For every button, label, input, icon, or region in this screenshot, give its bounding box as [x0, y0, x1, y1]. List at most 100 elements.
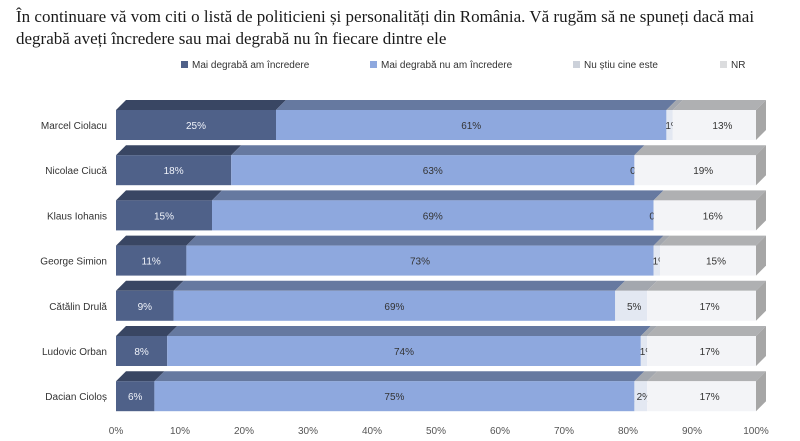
bar-george-simion-mai-degraba-nu-am-incredere	[186, 245, 654, 276]
data-label: 2%	[637, 392, 652, 403]
data-label: 25%	[186, 121, 206, 132]
bar-dacian-ciolos-nr-top	[647, 371, 766, 382]
bar-klaus-iohanis-mai-degraba-nu-am-incredere	[212, 200, 654, 231]
data-label: 1%	[640, 347, 655, 358]
bar-marcel-ciolacu-mai-degraba-nu-am-incredere-top	[276, 100, 677, 110]
x-tick-label: 40%	[362, 426, 382, 437]
x-tick-label: 50%	[426, 426, 446, 437]
x-tick-label: 80%	[618, 426, 638, 437]
x-tick-label: 10%	[170, 426, 190, 437]
category-label-catalin-drula: Cătălin Drulă	[49, 302, 107, 313]
data-label: 15%	[706, 257, 726, 268]
x-tick-label: 90%	[682, 426, 702, 437]
bar-ludovic-orban-mai-degraba-nu-am-incredere-top	[167, 326, 651, 336]
bar-catalin-drula-nu-stiu-cine-este	[615, 290, 648, 321]
bar-marcel-ciolacu-nr	[672, 110, 756, 140]
category-label-george-simion: George Simion	[40, 257, 107, 268]
bar-marcel-ciolacu-nu-stiu-cine-este	[666, 110, 673, 140]
category-label-ludovic-orban: Ludovic Orban	[42, 347, 107, 358]
bar-klaus-iohanis-mai-degraba-am-incredere-top	[116, 190, 222, 201]
data-label: 9%	[138, 302, 153, 313]
bar-side-nicolae-ciuca	[756, 145, 766, 186]
x-tick-label: 20%	[234, 426, 254, 437]
data-label: 15%	[154, 211, 174, 222]
bar-dacian-ciolos-mai-degraba-am-incredere-top	[116, 371, 165, 382]
category-label-nicolae-ciuca: Nicolae Ciucă	[45, 166, 107, 177]
bar-klaus-iohanis-mai-degraba-am-incredere	[116, 200, 212, 231]
data-label: 74%	[394, 347, 414, 358]
bar-dacian-ciolos-nr	[647, 381, 756, 412]
bar-klaus-iohanis-nr	[653, 200, 756, 231]
bar-ludovic-orban-mai-degraba-am-incredere-top	[116, 326, 178, 336]
legend-swatch	[720, 61, 727, 68]
bar-ludovic-orban-nu-stiu-cine-este-top	[640, 326, 658, 336]
data-label: 18%	[164, 166, 184, 177]
legend-label: Nu știu cine este	[584, 60, 658, 71]
category-label-klaus-iohanis: Klaus Iohanis	[47, 211, 107, 222]
bar-marcel-ciolacu-mai-degraba-nu-am-incredere	[276, 110, 667, 140]
bar-ludovic-orban-nr	[647, 336, 756, 366]
bar-ludovic-orban-nu-stiu-cine-este	[640, 336, 648, 366]
bar-side-ludovic-orban	[756, 326, 766, 366]
bar-george-simion-nu-stiu-cine-este	[653, 245, 660, 276]
bar-catalin-drula-mai-degraba-nu-am-incredere	[173, 290, 616, 321]
bar-marcel-ciolacu-nu-stiu-cine-este-top	[666, 100, 683, 110]
bar-catalin-drula-mai-degraba-nu-am-incredere-top	[173, 280, 626, 291]
legend-label: NR	[731, 60, 745, 71]
bar-george-simion-mai-degraba-am-incredere-top	[116, 235, 197, 246]
legend-swatch	[181, 61, 188, 68]
data-label: 1%	[665, 121, 680, 132]
bar-side-dacian-ciolos	[756, 371, 766, 412]
data-label: 6%	[128, 392, 143, 403]
bar-ludovic-orban-mai-degraba-am-incredere	[116, 336, 168, 366]
bar-george-simion-nr	[660, 245, 756, 276]
bar-klaus-iohanis-nr-top	[653, 190, 766, 201]
category-label-dacian-ciolos: Dacian Cioloș	[45, 392, 107, 403]
bar-side-george-simion	[756, 235, 766, 276]
bar-catalin-drula-mai-degraba-am-incredere	[116, 290, 174, 321]
bar-dacian-ciolos-mai-degraba-nu-am-incredere	[154, 381, 635, 412]
bar-catalin-drula-nr-top	[647, 280, 766, 291]
bar-side-klaus-iohanis	[756, 190, 766, 231]
bar-marcel-ciolacu-mai-degraba-am-incredere-top	[116, 100, 286, 110]
bar-george-simion-nu-stiu-cine-este-top	[653, 235, 670, 246]
bar-dacian-ciolos-mai-degraba-am-incredere	[116, 381, 155, 412]
chart-title: În continuare vă vom citi o listă de pol…	[16, 7, 755, 48]
legend-label: Mai degrabă nu am încredere	[381, 60, 513, 71]
legend-swatch	[573, 61, 580, 68]
bar-george-simion-mai-degraba-am-incredere	[116, 245, 187, 276]
x-tick-label: 60%	[490, 426, 510, 437]
bar-ludovic-orban-nr-top	[647, 326, 766, 336]
data-label: 75%	[384, 392, 404, 403]
bar-marcel-ciolacu-nr-top	[672, 100, 766, 110]
data-label: 17%	[700, 302, 720, 313]
data-label: 73%	[410, 257, 430, 268]
data-label: 5%	[627, 302, 642, 313]
data-label: 8%	[134, 347, 149, 358]
data-label: 19%	[693, 166, 713, 177]
x-tick-label: 100%	[743, 426, 769, 437]
data-label: 61%	[461, 121, 481, 132]
legend-swatch	[370, 61, 377, 68]
x-tick-label: 70%	[554, 426, 574, 437]
data-label: 69%	[423, 211, 443, 222]
bar-nicolae-ciuca-mai-degraba-nu-am-incredere	[231, 155, 635, 186]
bar-nicolae-ciuca-mai-degraba-am-incredere-top	[116, 145, 242, 156]
bar-dacian-ciolos-nu-stiu-cine-este	[634, 381, 648, 412]
data-label: 13%	[712, 121, 732, 132]
data-label: 11%	[142, 257, 161, 268]
data-label: 17%	[700, 347, 720, 358]
bar-nicolae-ciuca-mai-degraba-nu-am-incredere-top	[231, 145, 645, 156]
data-label: 63%	[423, 166, 443, 177]
bar-ludovic-orban-mai-degraba-nu-am-incredere	[167, 336, 641, 366]
bar-nicolae-ciuca-nr-top	[634, 145, 766, 156]
data-label: 16%	[703, 211, 723, 222]
bar-dacian-ciolos-nu-stiu-cine-este-top	[634, 371, 658, 382]
bar-catalin-drula-nu-stiu-cine-este-top	[615, 280, 658, 291]
x-tick-label: 0%	[109, 426, 124, 437]
bar-george-simion-nr-top	[660, 235, 766, 246]
bar-side-catalin-drula	[756, 280, 766, 321]
data-label: 1%	[653, 257, 668, 268]
bar-nicolae-ciuca-nr	[634, 155, 756, 186]
